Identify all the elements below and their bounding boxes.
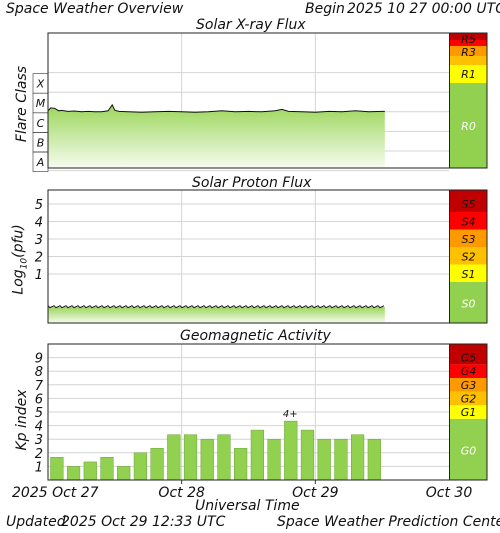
kp-bar: [50, 457, 64, 481]
proton-scale-s5: [450, 190, 487, 212]
proton-scale-label: S5: [462, 198, 476, 211]
xray-scale-label: R3: [461, 46, 476, 59]
kp-ytick: 3: [35, 433, 43, 448]
updated-value: 2025 Oct 29 12:33 UTC: [61, 514, 226, 530]
x-tick-label: Oct 30: [426, 485, 473, 501]
proton-scale-s1: [450, 264, 487, 282]
updated-label: Updated: [6, 514, 66, 530]
kp-ytick: 5: [35, 406, 43, 421]
kp-scale-g3: [450, 378, 487, 392]
panel-border-0: [47, 32, 488, 169]
xray-scale-r4: [450, 40, 487, 46]
xray-scale-r5: [450, 33, 487, 40]
xray-flux-line: [47, 103, 385, 113]
proton-flux-area: [48, 306, 385, 323]
xray-class-label: C: [37, 117, 45, 130]
x-tick-label: 2025 Oct 27: [12, 485, 99, 501]
kp-bar: [167, 434, 181, 481]
kp-scale-g0: [450, 418, 487, 480]
proton-ytick: 2: [35, 251, 43, 266]
xray-scale-r3: [450, 46, 487, 56]
xray-scale-label: R0: [461, 120, 476, 133]
proton-ytick: 3: [35, 233, 43, 248]
app-title: Space Weather Overview: [6, 1, 184, 17]
kp-bar: [234, 448, 248, 481]
xray-title: Solar X-ray Flux: [196, 17, 306, 33]
kp-bar: [183, 434, 198, 481]
xray-scale-r0: [450, 83, 487, 168]
xray-scale-r1: [450, 65, 487, 83]
kp-bar: [133, 452, 148, 481]
kp-bar: [66, 466, 81, 481]
xray-scale-label: R5: [461, 33, 476, 46]
kp-scale-label: G4: [461, 365, 477, 378]
x-axis-title: Universal Time: [195, 498, 300, 514]
proton-ytick: 1: [35, 268, 43, 283]
proton-y-axis-title: Log10(pfu): [10, 224, 30, 295]
proton-scale-s4: [450, 212, 487, 230]
kp-ytick: 8: [35, 365, 43, 380]
kp-ytick: 7: [35, 379, 44, 394]
x-tick-label: Oct 28: [158, 485, 205, 501]
kp-scale-g4: [450, 364, 487, 378]
panel-border-2: [47, 343, 488, 481]
proton-ytick: 5: [35, 198, 43, 213]
kp-scale-label: G5: [461, 352, 477, 365]
credit-text: Space Weather Prediction Center: [277, 514, 500, 530]
kp-bar: [200, 438, 214, 481]
proton-scale-label: S3: [462, 233, 476, 246]
kp-bar: [100, 457, 114, 481]
kp-bar: [300, 429, 315, 481]
proton-scale-label: S0: [462, 298, 476, 311]
proton-title: Solar Proton Flux: [192, 175, 312, 191]
kp-bar: [217, 434, 231, 481]
kp-bar: [284, 420, 298, 481]
kp-ytick: 9: [35, 352, 43, 367]
xray-y-axis-title: Flare Class: [14, 65, 30, 143]
proton-scale-label: S2: [462, 251, 476, 264]
xray-class-label: X: [36, 78, 45, 91]
begin-label: Begin: [305, 1, 345, 17]
kp-bar: [150, 448, 164, 481]
kp-bar: [117, 466, 131, 481]
kp-ytick: 2: [35, 447, 43, 462]
geomag-y-axis-title: Kp index: [14, 389, 30, 451]
kp-scale-g5: [450, 344, 487, 365]
kp-scale-g1: [450, 405, 487, 419]
kp-bar: [317, 438, 331, 481]
proton-scale-label: S1: [462, 268, 476, 281]
kp-scale-label: G0: [461, 444, 477, 457]
xray-scale-label: R1: [461, 68, 476, 81]
kp-scale-label: G1: [461, 406, 477, 419]
begin-value: 2025 10 27 00:00 UTC: [347, 1, 500, 17]
kp-bar: [367, 438, 381, 481]
proton-flux-line: [47, 304, 385, 309]
kp-bar: [351, 434, 365, 481]
proton-scale-s0: [450, 282, 487, 323]
proton-ytick: 4: [35, 216, 43, 231]
x-tick-label: Oct 29: [292, 485, 339, 501]
xray-class-label: M: [36, 97, 46, 110]
kp-ytick: 4: [35, 420, 43, 435]
kp-scale-label: G2: [461, 392, 477, 405]
panel-border-1: [47, 189, 488, 324]
xray-scale-r2: [450, 56, 487, 65]
kp-ytick: 6: [35, 392, 43, 407]
kp-bar: [83, 461, 97, 481]
kp-bar: [334, 438, 348, 481]
proton-scale-s3: [450, 229, 487, 247]
kp-scale-g2: [450, 391, 487, 406]
kp-scale-label: G3: [461, 379, 477, 392]
proton-scale-s2: [450, 247, 487, 265]
proton-scale-label: S4: [462, 216, 476, 229]
kp-annotation: 4+: [283, 409, 298, 420]
geomag-title: Geomagnetic Activity: [180, 328, 331, 344]
kp-ytick: 1: [35, 460, 43, 475]
kp-bar: [267, 438, 281, 481]
xray-flux-area: [48, 104, 385, 168]
xray-class-label: A: [36, 156, 45, 169]
xray-class-label: B: [37, 136, 45, 149]
kp-bar: [250, 429, 264, 481]
